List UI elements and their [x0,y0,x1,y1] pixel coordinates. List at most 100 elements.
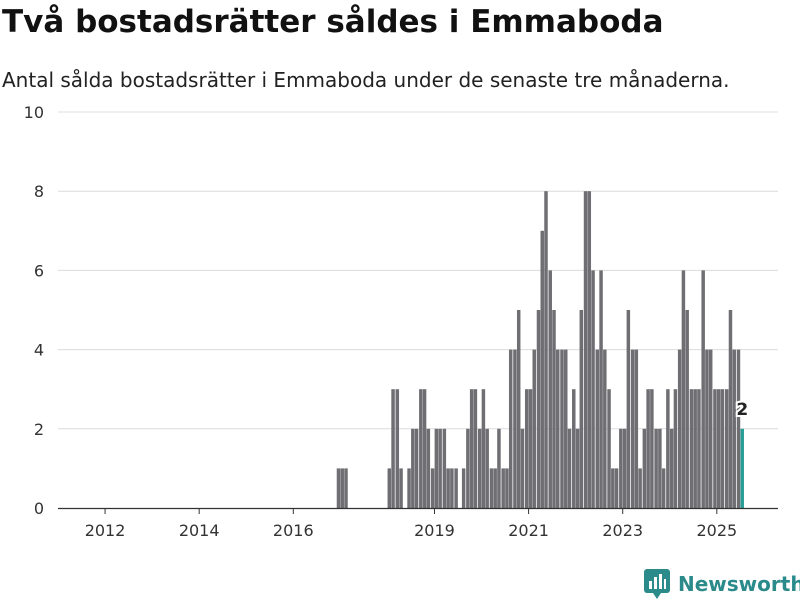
bar [572,389,576,508]
bar [728,310,733,508]
bar [646,389,650,508]
bar-chart-logo-icon [644,569,670,599]
bar [430,468,435,508]
bar [619,428,623,508]
brand-name: Newsworthy [678,572,800,596]
bar [716,389,721,508]
bar [724,389,729,508]
bar [603,349,607,508]
bar-highlight [740,428,744,508]
bar [658,428,662,508]
y-tick-label: 4 [34,341,44,360]
bar [575,428,580,508]
bar [391,389,395,508]
bar [548,270,552,508]
y-tick-label: 10 [24,103,44,122]
bar [466,428,470,508]
bar [689,389,694,508]
bar [560,349,564,508]
bar [736,349,741,508]
x-tick-label: 2012 [85,521,126,540]
bar [552,310,556,508]
bar [587,191,592,508]
bar [399,468,403,508]
bar [708,349,713,508]
bar [701,270,705,508]
bar [508,349,513,508]
bar [395,389,400,508]
bar [477,428,482,508]
bar [595,349,600,508]
bar [505,468,509,508]
bar [426,428,431,508]
bar [422,389,427,508]
bar [705,349,709,508]
bar [591,270,595,508]
bar [344,468,348,508]
bar [685,310,689,508]
bar [661,468,666,508]
bar [642,428,647,508]
bar [336,468,341,508]
bar [564,349,568,508]
bar [681,270,686,508]
bar [583,191,588,508]
bar [442,428,447,508]
bar [481,389,486,508]
y-tick-label: 2 [34,420,44,439]
bar [516,310,521,508]
bar [669,428,674,508]
bar [434,428,439,508]
bar [419,389,423,508]
x-tick-label: 2014 [179,521,220,540]
bar [638,468,642,508]
bar [579,310,584,508]
data-label: 2 [736,400,748,420]
bar [697,389,701,508]
bar [650,389,654,508]
bar [387,468,392,508]
bar [599,270,603,508]
bar [461,468,466,508]
bar [634,349,639,508]
bar [524,389,529,508]
bar [567,428,572,508]
bar [340,468,344,508]
bar [654,428,658,508]
bar [614,468,619,508]
bar [607,389,611,508]
bar [544,191,548,508]
bar [407,468,411,508]
x-tick-label: 2016 [273,521,314,540]
bar [438,428,442,508]
bar [540,230,544,509]
bar [520,428,525,508]
bar [414,428,419,508]
bar [732,349,736,508]
bar [532,349,536,508]
bar [666,389,670,508]
bar [630,349,635,508]
bar [485,428,489,508]
bar [720,389,725,508]
bar [411,428,415,508]
bar [489,468,494,508]
bar [446,468,450,508]
bar [556,349,560,508]
x-tick-label: 2025 [696,521,737,540]
bar [501,468,505,508]
bar [469,389,474,508]
bar [536,310,541,508]
bar [454,468,458,508]
bar [493,468,497,508]
bar [513,349,517,508]
bar [450,468,454,508]
bar [677,349,682,508]
bar [473,389,478,508]
bar [622,428,627,508]
bar [528,389,533,508]
y-tick-label: 6 [34,261,44,280]
bar [673,389,678,508]
x-tick-label: 2019 [414,521,455,540]
